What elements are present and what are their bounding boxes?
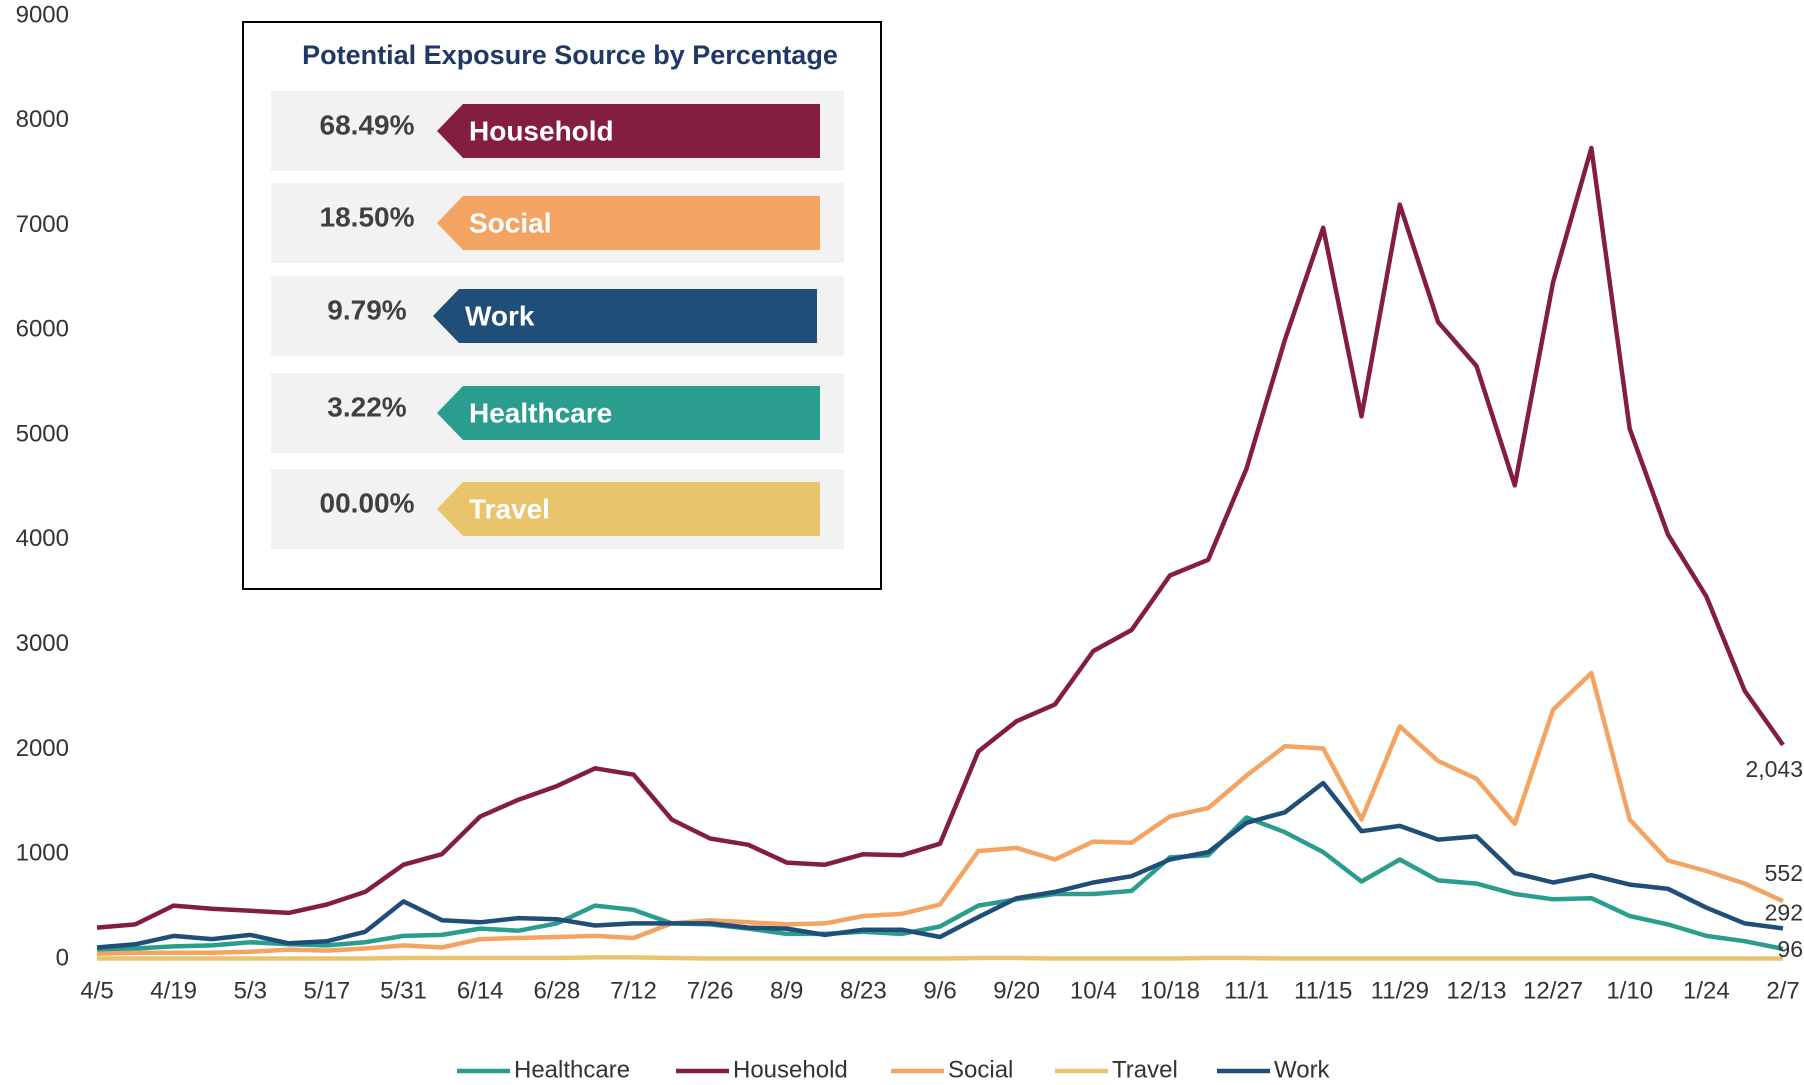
x-tick-label: 5/3 <box>234 977 267 1004</box>
panel-percent: 00.00% <box>320 487 415 518</box>
x-tick-label: 4/19 <box>150 977 197 1004</box>
panel-percent: 3.22% <box>327 391 406 422</box>
panel-tag-label: Household <box>469 115 614 146</box>
x-tick-label: 12/27 <box>1523 977 1583 1004</box>
panel-tag <box>437 482 820 536</box>
y-tick-label: 1000 <box>16 840 69 867</box>
panel-tag-label: Work <box>465 300 535 331</box>
panel-tag-label: Travel <box>469 493 550 524</box>
x-tick-label: 9/6 <box>923 977 956 1004</box>
x-tick-label: 11/29 <box>1371 977 1429 1004</box>
y-tick-label: 3000 <box>16 630 69 657</box>
axes: 0 1000 2000 3000 4000 5000 6000 7000 8000 9000 4/5… <box>16 1 1800 1004</box>
legend-label: Household <box>733 1056 848 1083</box>
y-tick-label: 7000 <box>16 211 69 238</box>
panel-tag-label: Healthcare <box>469 397 612 428</box>
panel-tag <box>433 289 817 343</box>
x-tick-label: 9/20 <box>993 977 1040 1004</box>
panel-percent: 9.79% <box>327 294 406 325</box>
y-tick-label: 0 <box>56 944 69 971</box>
y-tick-label: 5000 <box>16 420 69 447</box>
value-label: 2,043 <box>1745 756 1803 782</box>
x-tick-label: 11/15 <box>1294 977 1352 1004</box>
y-tick-label: 4000 <box>16 525 69 552</box>
y-tick-label: 8000 <box>16 106 69 133</box>
x-tick-label: 10/18 <box>1140 977 1200 1004</box>
panel-percent: 68.49% <box>320 109 415 140</box>
legend-label: Social <box>948 1056 1013 1083</box>
x-tick-label: 5/31 <box>380 977 427 1004</box>
legend-label: Healthcare <box>514 1056 630 1083</box>
value-label: 96 <box>1777 936 1803 962</box>
series-line <box>96 815 1784 953</box>
x-tick-label: 8/9 <box>770 977 803 1004</box>
series-line <box>96 145 1785 930</box>
series-line <box>96 780 1784 950</box>
value-label: 292 <box>1765 899 1803 925</box>
x-tick-label: 5/17 <box>304 977 351 1004</box>
y-tick-label: 9000 <box>16 1 69 28</box>
y-tick-label: 6000 <box>16 316 69 343</box>
panel-tag <box>437 104 820 158</box>
series-line <box>96 670 1784 957</box>
x-tick-label: 1/10 <box>1606 977 1653 1004</box>
panel-tag <box>437 386 820 440</box>
x-tick-label: 7/12 <box>610 977 657 1004</box>
x-tick-label: 6/28 <box>533 977 580 1004</box>
legend-label: Work <box>1274 1056 1331 1083</box>
x-tick-label: 10/4 <box>1070 977 1117 1004</box>
x-tick-label: 2/7 <box>1766 977 1799 1004</box>
x-tick-label: 4/5 <box>80 977 113 1004</box>
x-tick-label: 1/24 <box>1683 977 1730 1004</box>
x-tick-label: 12/13 <box>1446 977 1506 1004</box>
x-tick-label: 7/26 <box>687 977 734 1004</box>
legend-label: Travel <box>1112 1056 1178 1083</box>
value-label: 552 <box>1765 860 1803 886</box>
series-line <box>97 955 1783 961</box>
x-tick-label: 8/23 <box>840 977 887 1004</box>
x-tick-label: 11/1 <box>1224 977 1269 1004</box>
x-tick-label: 6/14 <box>457 977 504 1004</box>
y-tick-label: 2000 <box>16 735 69 762</box>
panel-percent: 18.50% <box>320 201 415 232</box>
panel-tag-label: Social <box>469 207 551 238</box>
panel-title: Potential Exposure Source by Percentage <box>302 40 838 70</box>
panel-tag <box>437 196 820 250</box>
